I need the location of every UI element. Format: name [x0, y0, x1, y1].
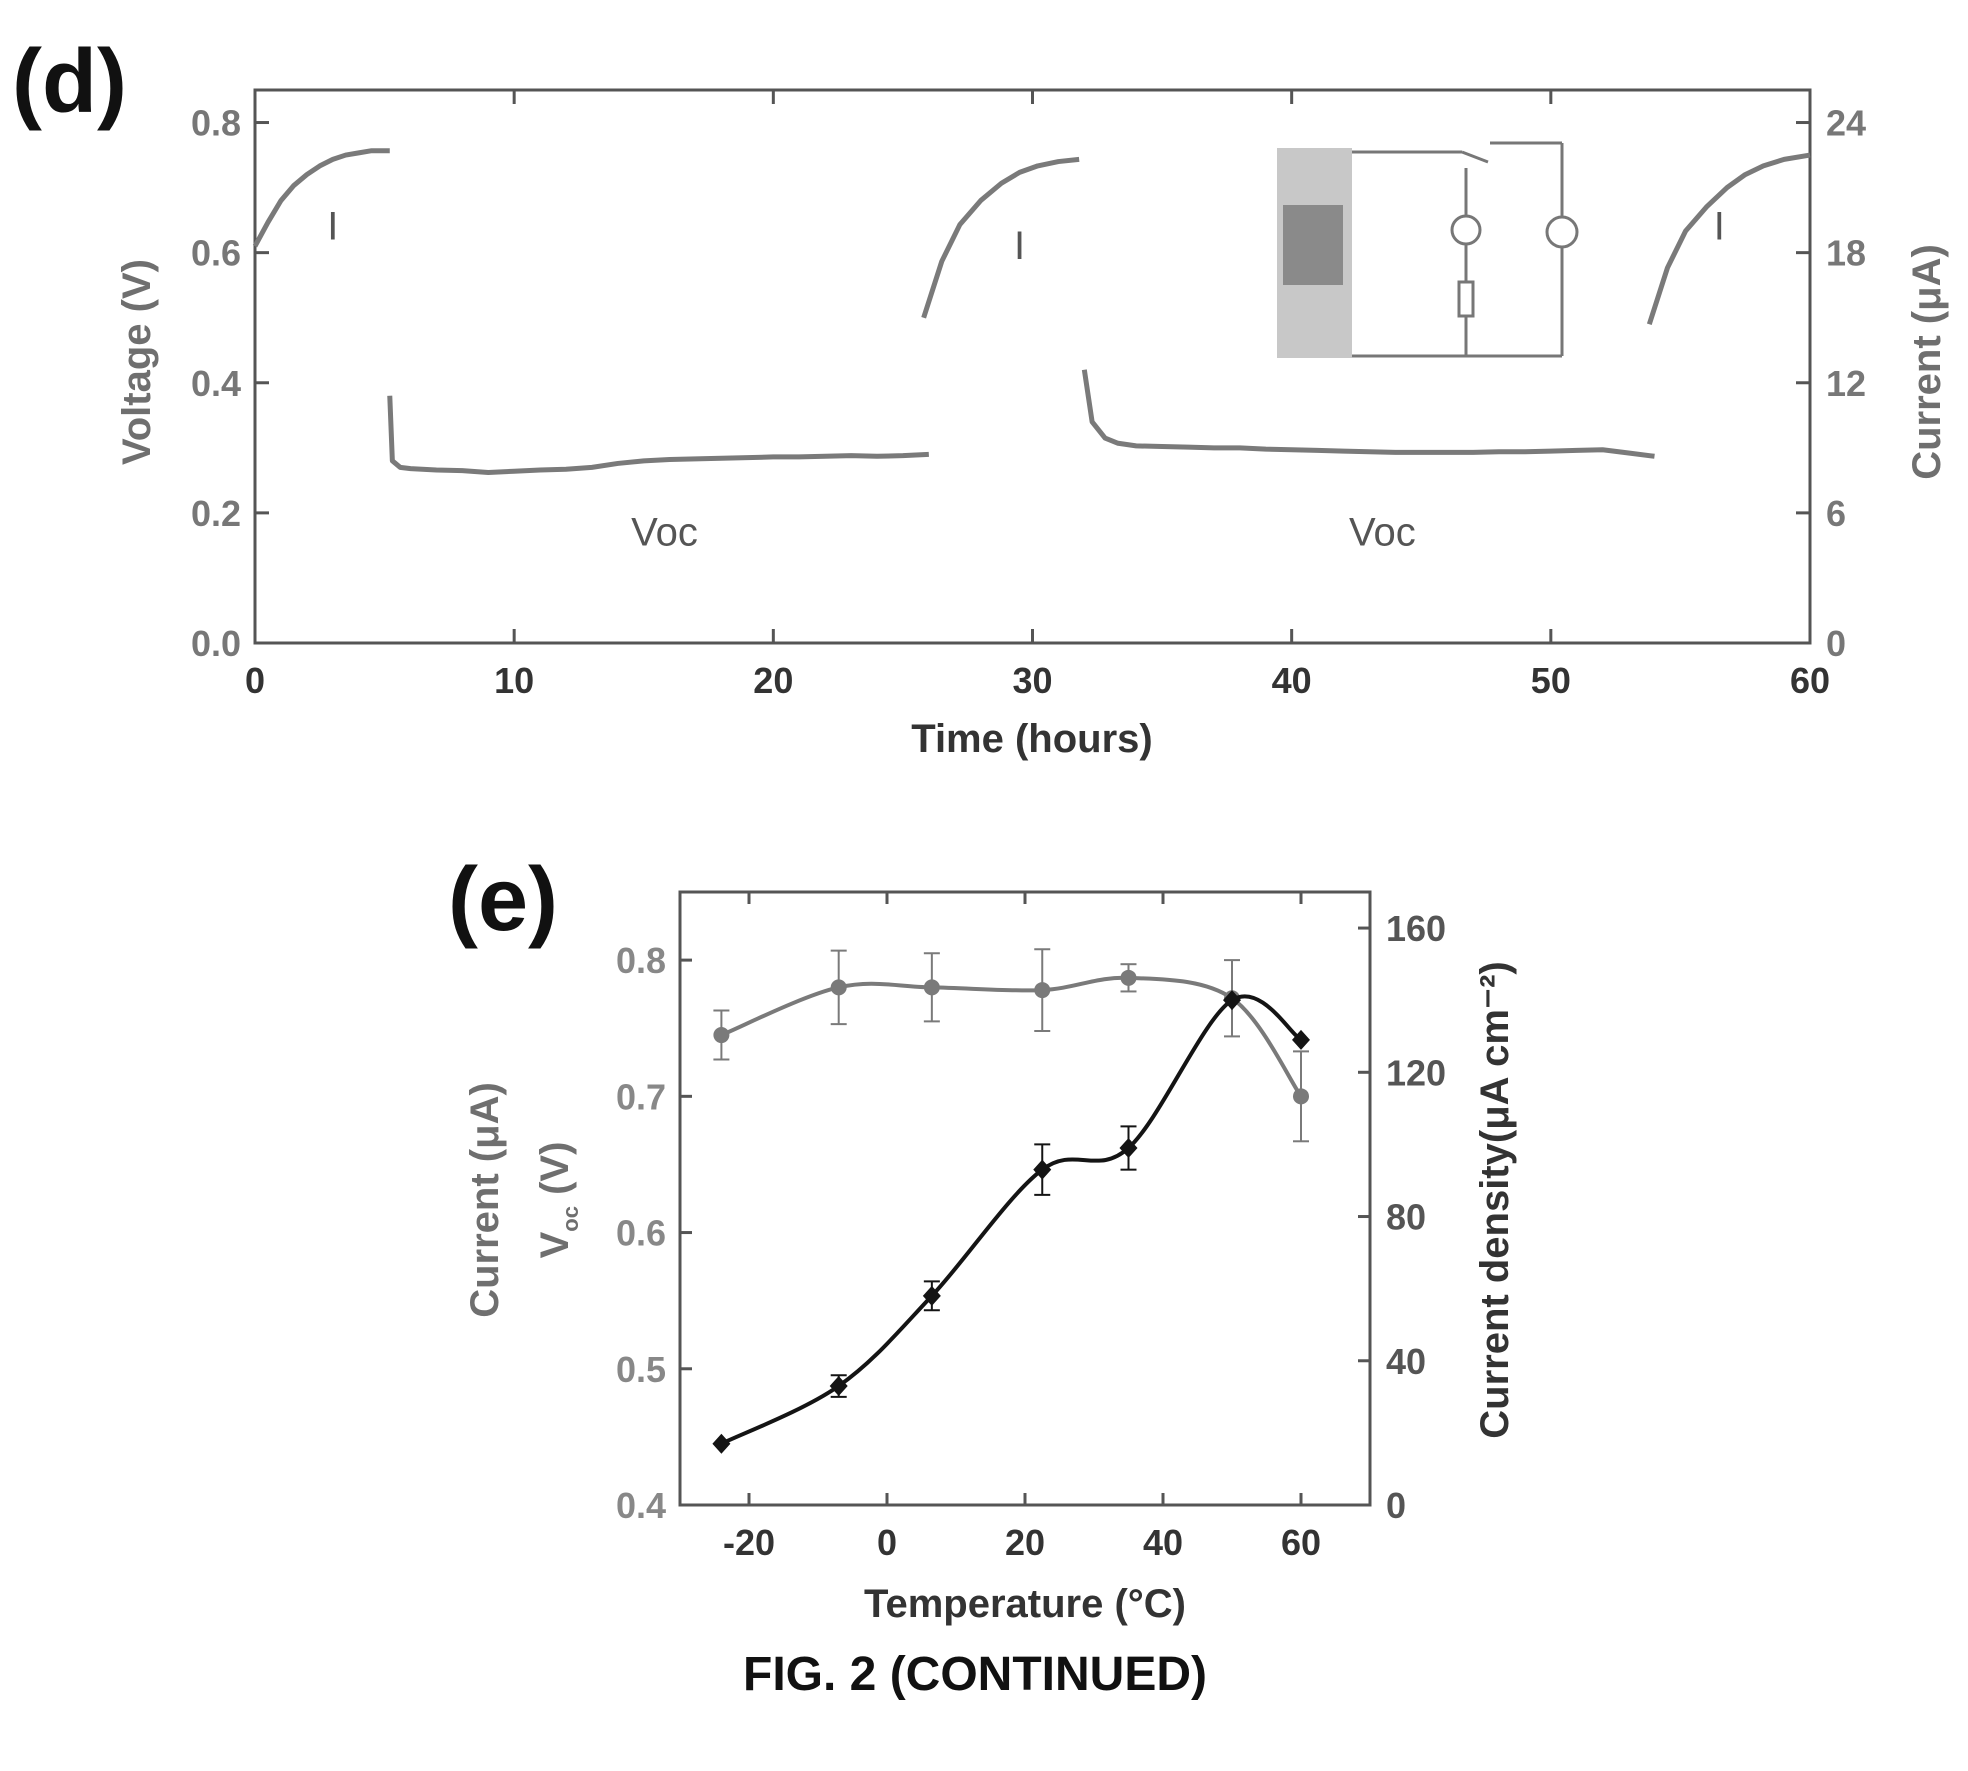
ammeter-icon [1450, 214, 1482, 246]
panel-e-series-voc-line [720, 975, 1303, 1098]
panel-d-y-right-tick-label: 18 [1826, 233, 1866, 274]
panel-d-x-tick-label: 50 [1531, 660, 1571, 701]
panel-e-voc-point [830, 979, 847, 996]
panel-d-annotation-i: I [1714, 205, 1725, 249]
panel-e-voc-point [1034, 982, 1051, 999]
panel-e-y-right-tick-label: 120 [1386, 1052, 1446, 1093]
panel-d-y-right-tick-label: 6 [1826, 493, 1846, 534]
panel-d-label: (d) [12, 32, 127, 132]
panel-e-current-density-point [829, 1376, 848, 1397]
panel-e-x-tick-label: 20 [1005, 1522, 1045, 1563]
panel-d-y-tick-label: 0.8 [191, 103, 241, 144]
panel-e-series-current-density-line [720, 994, 1303, 1446]
circuit-inset-diagram [1277, 141, 1579, 358]
panel-e-label: (e) [448, 850, 558, 950]
panel-d-annotation-voc: Voc [631, 510, 698, 554]
voc-subscript: oc [558, 1206, 583, 1232]
panel-e-x-tick-label: 60 [1281, 1522, 1321, 1563]
panel-d-x-tick-label: 40 [1272, 660, 1312, 701]
panel-e-y-right-tick-label: 160 [1386, 908, 1446, 949]
panel-d-x-tick-label: 30 [1012, 660, 1052, 701]
panel-d-series-voc-segment-2 [1081, 369, 1655, 459]
panel-e-y-right-axis-label: Current density(μA cm⁻²) [1473, 961, 1517, 1438]
panel-e-x-tick-label: 0 [877, 1522, 897, 1563]
panel-e-y-tick-label: 0.8 [616, 940, 666, 981]
panel-d-series-i-segment-3 [1646, 152, 1811, 325]
panel-d-x-tick-label: 0 [245, 660, 265, 701]
panel-e-y-tick-label: 0.5 [616, 1349, 666, 1390]
panel-e-voc-point [713, 1027, 730, 1044]
panel-e-voc-point [1120, 969, 1137, 986]
panel-d-y-tick-label: 0.4 [191, 363, 241, 404]
voc-unit: (V) [533, 1142, 577, 1206]
panel-d-x-tick-label: 60 [1790, 660, 1830, 701]
panel-e-y-right-tick-label: 80 [1386, 1197, 1426, 1238]
panel-d-annotation-voc: Voc [1349, 510, 1416, 554]
panel-e-current-density-point [1292, 1029, 1310, 1050]
panel-d-annotation-i: I [327, 205, 338, 249]
panel-e-axis-ticks: -20 0 20 40 60 0.4 0.5 0.6 0.7 0.8 0 40 80 120 160 [616, 892, 1446, 1563]
panel-e-chart: (e) -20 0 20 40 60 0.4 0.5 0.6 0.7 0.8 0 40 80 120 160… [448, 850, 1517, 1626]
panel-d-axis-ticks: 0 10 20 30 40 50 60 0.0 0.2 0.4 0.6 0.8 0 6 12 18 24 [191, 90, 1866, 701]
panel-d-x-axis-label: Time (hours) [911, 717, 1153, 761]
panel-e-current-density-point [1033, 1159, 1052, 1180]
panel-e-y-axis-sublabel: Voc (V) [533, 1142, 583, 1259]
panel-d-series-i-segment-1 [252, 148, 390, 248]
panel-e-voc-point [923, 979, 940, 996]
panel-d-chart: (d) 0 10 20 30 40 50 60 0.0 0.2 0.4 0.6 0.8 0 6 12 18 24… [12, 32, 1949, 761]
panel-d-y-right-tick-label: 12 [1826, 363, 1866, 404]
panel-d-series-group [252, 148, 1811, 476]
panel-e-y-tick-label: 0.7 [616, 1076, 666, 1117]
panel-d-y-axis-label: Voltage (V) [115, 259, 159, 465]
panel-e-voc-point [1293, 1088, 1309, 1105]
panel-e-x-tick-label: 40 [1143, 1522, 1183, 1563]
circuit-switch [1461, 150, 1489, 164]
panel-d-y-right-tick-label: 0 [1826, 623, 1846, 664]
voc-symbol: V [533, 1231, 577, 1258]
panel-d-annotation-i: I [1014, 224, 1025, 268]
panel-e-y-right-tick-label: 0 [1386, 1485, 1406, 1526]
panel-d-series-voc-segment-1 [387, 395, 929, 476]
voltmeter-icon [1545, 215, 1579, 249]
panel-e-series-group [712, 948, 1310, 1454]
figure-caption: FIG. 2 (CONTINUED) [743, 1648, 1207, 1701]
panel-d-y-tick-label: 0.6 [191, 233, 241, 274]
panel-d-y-right-tick-label: 24 [1826, 103, 1866, 144]
panel-d-annotations: I I I Voc Voc [327, 205, 1725, 555]
panel-e-y-right-tick-label: 40 [1386, 1341, 1426, 1382]
panel-d-x-tick-label: 20 [753, 660, 793, 701]
panel-d-y-tick-label: 0.0 [191, 623, 241, 664]
panel-e-plot-frame [678, 890, 1372, 1507]
panel-e-y-tick-label: 0.4 [616, 1485, 666, 1526]
panel-e-current-density-point [1119, 1138, 1138, 1159]
resistor-icon [1457, 280, 1475, 318]
panel-d-series-i-segment-2 [921, 156, 1080, 319]
panel-d-plot-frame [253, 88, 1812, 645]
panel-d-y-right-axis-label: Current (μA) [1905, 244, 1949, 480]
panel-e-current-density-point [922, 1285, 941, 1306]
device-photo-dark-region [1283, 205, 1343, 285]
panel-e-y-axis-label: Current (μA) [463, 1082, 507, 1318]
panel-e-x-tick-label: -20 [723, 1522, 775, 1563]
panel-d-y-tick-label: 0.2 [191, 493, 241, 534]
panel-e-y-tick-label: 0.6 [616, 1213, 666, 1254]
panel-e-current-density-point [712, 1433, 731, 1454]
panel-e-current-density-point [1223, 990, 1241, 1011]
panel-e-x-axis-label: Temperature (°C) [864, 1582, 1186, 1626]
panel-d-x-tick-label: 10 [494, 660, 534, 701]
